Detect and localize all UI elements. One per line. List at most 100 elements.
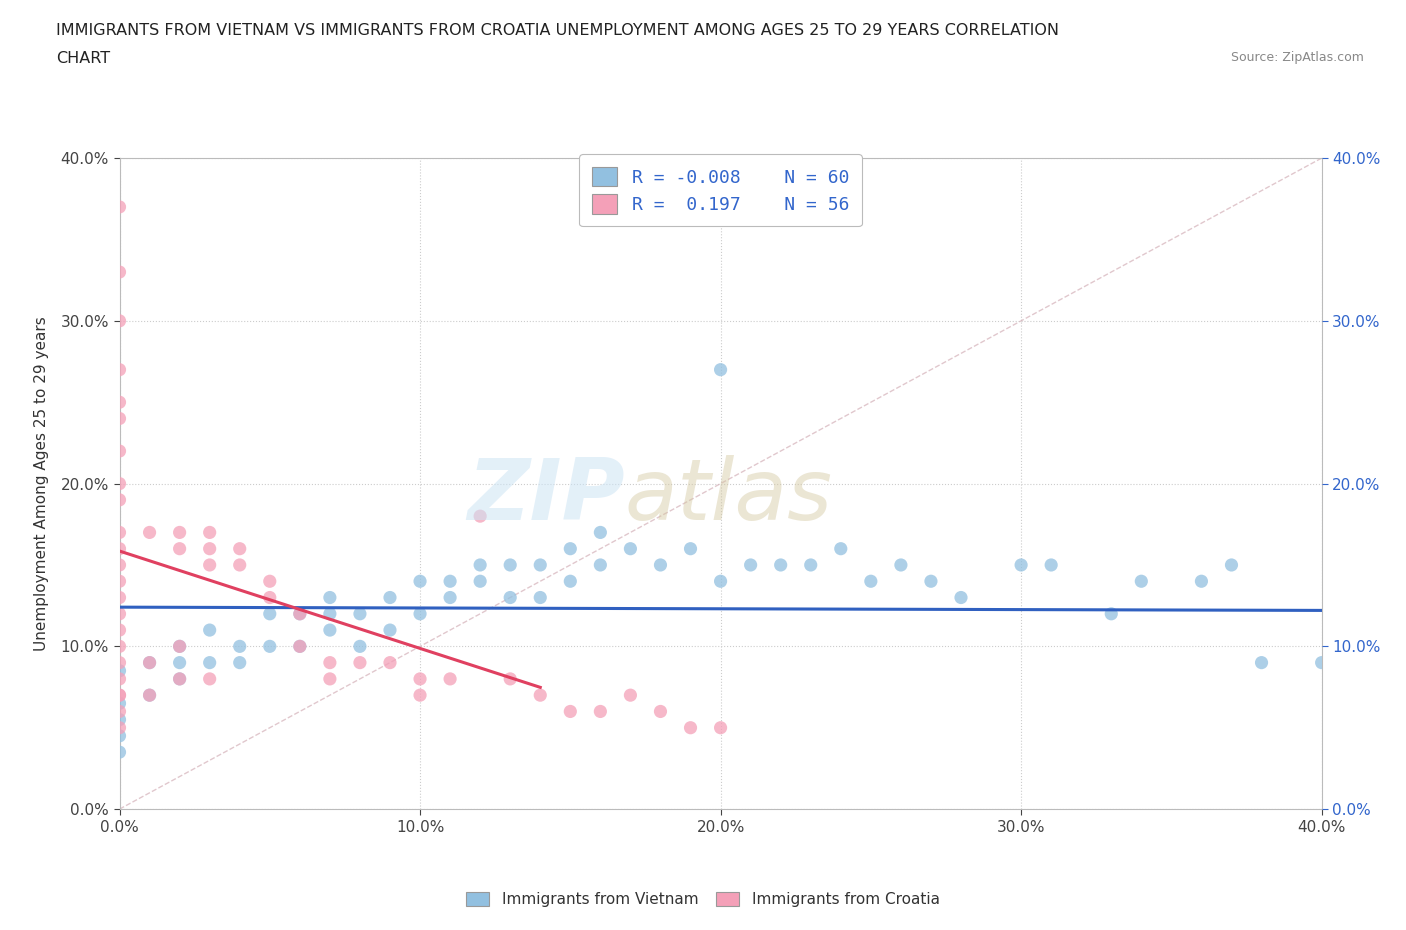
Point bbox=[108, 663, 131, 678]
Point bbox=[228, 558, 252, 573]
Point bbox=[169, 639, 191, 654]
Point bbox=[650, 558, 672, 573]
Point bbox=[319, 623, 342, 638]
Point bbox=[319, 655, 342, 670]
Point bbox=[800, 558, 823, 573]
Point bbox=[108, 574, 131, 589]
Point bbox=[138, 655, 160, 670]
Point bbox=[619, 688, 641, 703]
Point bbox=[589, 704, 612, 719]
Point bbox=[679, 541, 702, 556]
Point bbox=[108, 558, 131, 573]
Point bbox=[499, 590, 522, 604]
Point bbox=[319, 606, 342, 621]
Point bbox=[499, 671, 522, 686]
Point bbox=[1099, 606, 1122, 621]
Point bbox=[169, 639, 191, 654]
Point bbox=[108, 688, 131, 703]
Point bbox=[108, 541, 131, 556]
Point bbox=[650, 704, 672, 719]
Point bbox=[378, 623, 401, 638]
Point bbox=[108, 712, 131, 727]
Point bbox=[108, 313, 131, 328]
Point bbox=[108, 639, 131, 654]
Point bbox=[169, 671, 191, 686]
Point bbox=[468, 558, 492, 573]
Text: ZIP: ZIP bbox=[467, 455, 624, 538]
Point bbox=[108, 411, 131, 426]
Point bbox=[950, 590, 973, 604]
Point bbox=[138, 688, 160, 703]
Point bbox=[108, 745, 131, 760]
Point bbox=[890, 558, 912, 573]
Point bbox=[709, 720, 731, 735]
Point bbox=[529, 558, 551, 573]
Point bbox=[1220, 558, 1243, 573]
Point bbox=[439, 671, 461, 686]
Point bbox=[349, 639, 371, 654]
Point bbox=[1310, 655, 1333, 670]
Point bbox=[1189, 574, 1212, 589]
Point bbox=[108, 696, 131, 711]
Point bbox=[108, 525, 131, 539]
Point bbox=[228, 639, 252, 654]
Text: Source: ZipAtlas.com: Source: ZipAtlas.com bbox=[1230, 51, 1364, 64]
Point bbox=[1010, 558, 1032, 573]
Point bbox=[769, 558, 792, 573]
Point bbox=[589, 558, 612, 573]
Point bbox=[169, 655, 191, 670]
Text: CHART: CHART bbox=[56, 51, 110, 66]
Point bbox=[108, 704, 131, 719]
Point bbox=[108, 720, 131, 735]
Point bbox=[288, 606, 311, 621]
Point bbox=[108, 200, 131, 215]
Point bbox=[560, 574, 582, 589]
Point bbox=[529, 590, 551, 604]
Point bbox=[108, 493, 131, 508]
Point bbox=[198, 623, 221, 638]
Point bbox=[499, 558, 522, 573]
Point bbox=[920, 574, 942, 589]
Point bbox=[619, 541, 641, 556]
Point bbox=[108, 444, 131, 458]
Text: IMMIGRANTS FROM VIETNAM VS IMMIGRANTS FROM CROATIA UNEMPLOYMENT AMONG AGES 25 TO: IMMIGRANTS FROM VIETNAM VS IMMIGRANTS FR… bbox=[56, 23, 1059, 38]
Point bbox=[198, 541, 221, 556]
Point bbox=[409, 574, 432, 589]
Point bbox=[859, 574, 882, 589]
Point bbox=[108, 394, 131, 409]
Point bbox=[108, 728, 131, 743]
Point bbox=[319, 671, 342, 686]
Point bbox=[830, 541, 852, 556]
Point bbox=[468, 509, 492, 524]
Point bbox=[409, 606, 432, 621]
Point bbox=[319, 590, 342, 604]
Point bbox=[560, 704, 582, 719]
Point bbox=[1250, 655, 1272, 670]
Point bbox=[138, 525, 160, 539]
Point bbox=[560, 541, 582, 556]
Point bbox=[409, 688, 432, 703]
Point bbox=[108, 655, 131, 670]
Point bbox=[169, 541, 191, 556]
Point bbox=[108, 476, 131, 491]
Point bbox=[108, 688, 131, 703]
Point bbox=[108, 265, 131, 280]
Legend: R = -0.008    N = 60, R =  0.197    N = 56: R = -0.008 N = 60, R = 0.197 N = 56 bbox=[579, 154, 862, 226]
Text: atlas: atlas bbox=[624, 455, 832, 538]
Point bbox=[259, 639, 281, 654]
Point bbox=[589, 525, 612, 539]
Legend: Immigrants from Vietnam, Immigrants from Croatia: Immigrants from Vietnam, Immigrants from… bbox=[460, 885, 946, 913]
Y-axis label: Unemployment Among Ages 25 to 29 years: Unemployment Among Ages 25 to 29 years bbox=[35, 316, 49, 651]
Point bbox=[349, 655, 371, 670]
Point bbox=[198, 671, 221, 686]
Point bbox=[439, 590, 461, 604]
Point bbox=[288, 639, 311, 654]
Point bbox=[529, 688, 551, 703]
Point bbox=[740, 558, 762, 573]
Point bbox=[138, 688, 160, 703]
Point bbox=[108, 363, 131, 378]
Point bbox=[108, 623, 131, 638]
Point bbox=[709, 363, 731, 378]
Point bbox=[169, 525, 191, 539]
Point bbox=[169, 671, 191, 686]
